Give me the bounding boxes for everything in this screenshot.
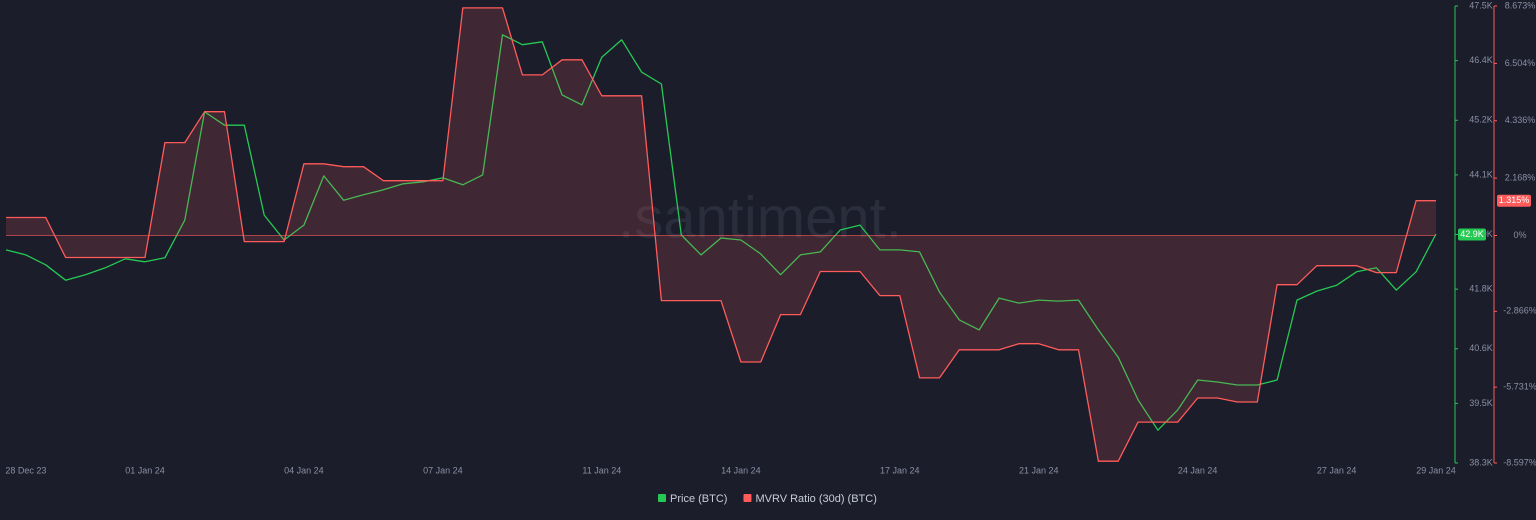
y2-tick-label: -8.597% xyxy=(1503,457,1536,467)
y2-tick-label: -5.731% xyxy=(1503,382,1536,392)
x-tick-label: 14 Jan 24 xyxy=(721,465,761,475)
badge-text: 1.315% xyxy=(1499,195,1530,205)
y-tick-label: 45.2K xyxy=(1469,115,1493,125)
legend-swatch xyxy=(743,494,752,502)
y-tick-label: 46.4K xyxy=(1469,55,1493,65)
x-tick-label: 24 Jan 24 xyxy=(1178,465,1218,475)
x-tick-label: 27 Jan 24 xyxy=(1317,465,1357,475)
x-tick-label: 21 Jan 24 xyxy=(1019,465,1059,475)
badge-bg xyxy=(1458,228,1486,241)
y-tick-label: 38.3K xyxy=(1469,457,1493,467)
y-tick-label: 40.6K xyxy=(1469,343,1493,353)
y-tick-label: 41.8K xyxy=(1469,284,1493,294)
x-tick-label: 07 Jan 24 xyxy=(423,465,463,475)
y2-tick-label: 6.504% xyxy=(1505,58,1536,68)
y-tick-label: 44.1K xyxy=(1469,169,1493,179)
watermark: .santiment. xyxy=(618,185,902,250)
y2-tick-label: 2.168% xyxy=(1505,173,1536,183)
legend-item[interactable]: Price (BTC) xyxy=(658,493,727,505)
x-tick-label: 04 Jan 24 xyxy=(284,465,324,475)
badge-bg xyxy=(1497,194,1531,207)
x-tick-label: 11 Jan 24 xyxy=(582,465,621,475)
area xyxy=(6,7,1436,462)
value-badge: 1.315% xyxy=(1497,194,1531,207)
line xyxy=(6,7,1436,462)
line xyxy=(5,34,1437,431)
y-tick-label: 47.5K xyxy=(1469,0,1493,10)
y2-tick-label: 0% xyxy=(1513,230,1526,240)
legend-item[interactable]: MVRV Ratio (30d) (BTC) xyxy=(743,493,877,505)
badge-text: 42.9K xyxy=(1460,229,1484,239)
x-tick-label: 29 Jan 24 xyxy=(1416,465,1456,475)
y2-tick-label: 4.336% xyxy=(1505,115,1536,125)
legend-label: MVRV Ratio (30d) (BTC) xyxy=(755,493,876,505)
y2-tick-label: 8.673% xyxy=(1505,0,1536,10)
x-tick-label: 01 Jan 24 xyxy=(125,465,165,475)
legend-label: Price (BTC) xyxy=(670,493,727,505)
y2-tick-label: -2.866% xyxy=(1503,306,1536,316)
y-tick-label: 39.5K xyxy=(1469,398,1493,408)
x-tick-label: 17 Jan 24 xyxy=(880,465,920,475)
legend: Price (BTC) MVRV Ratio (30d) (BTC) xyxy=(658,493,877,505)
value-badge: 42.9K xyxy=(1458,228,1486,241)
legend-swatch xyxy=(658,494,666,502)
x-tick-label: 28 Dec 23 xyxy=(5,465,46,475)
